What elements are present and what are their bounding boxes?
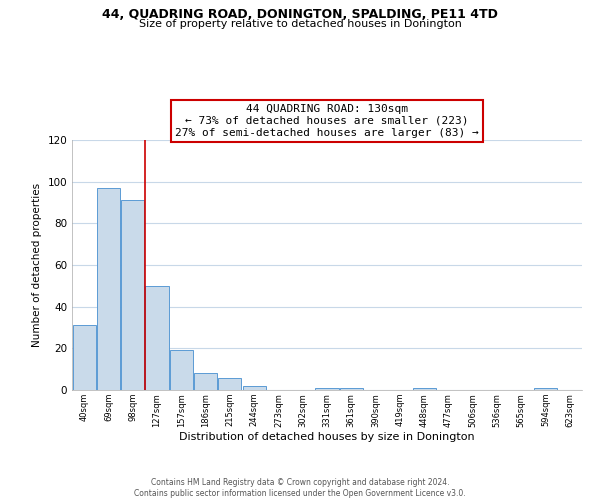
Bar <box>170 350 193 390</box>
Bar <box>121 200 144 390</box>
Bar <box>534 388 557 390</box>
Bar <box>316 388 338 390</box>
Bar <box>218 378 241 390</box>
Text: Contains HM Land Registry data © Crown copyright and database right 2024.
Contai: Contains HM Land Registry data © Crown c… <box>134 478 466 498</box>
Bar <box>413 388 436 390</box>
Bar <box>194 374 217 390</box>
X-axis label: Distribution of detached houses by size in Donington: Distribution of detached houses by size … <box>179 432 475 442</box>
Bar <box>340 388 363 390</box>
Text: Size of property relative to detached houses in Donington: Size of property relative to detached ho… <box>139 19 461 29</box>
Y-axis label: Number of detached properties: Number of detached properties <box>32 183 42 347</box>
Bar <box>97 188 120 390</box>
Bar <box>73 326 95 390</box>
Text: 44 QUADRING ROAD: 130sqm
← 73% of detached houses are smaller (223)
27% of semi-: 44 QUADRING ROAD: 130sqm ← 73% of detach… <box>175 104 479 138</box>
Bar <box>242 386 266 390</box>
Bar <box>145 286 169 390</box>
Text: 44, QUADRING ROAD, DONINGTON, SPALDING, PE11 4TD: 44, QUADRING ROAD, DONINGTON, SPALDING, … <box>102 8 498 20</box>
